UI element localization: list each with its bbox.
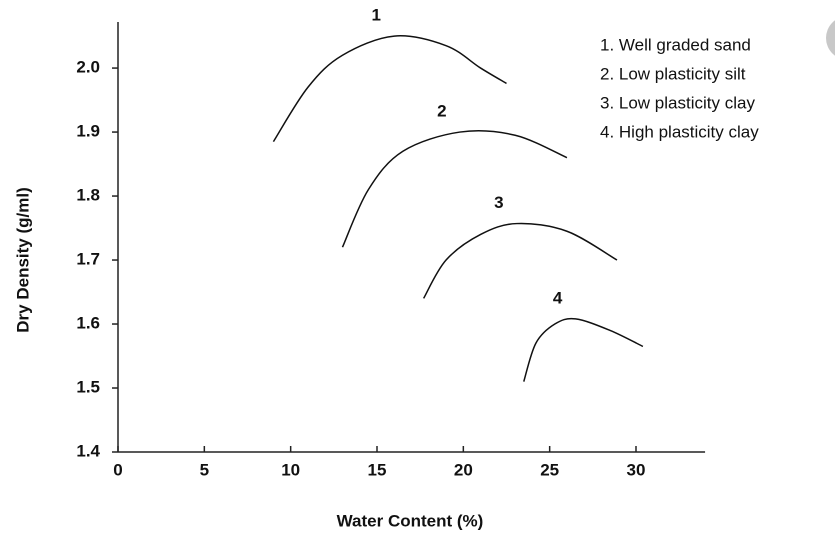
x-tick-label: 30: [627, 460, 646, 479]
curve: [523, 317, 644, 382]
curve: [272, 35, 507, 143]
legend-entry: 4. High plasticity clay: [600, 122, 759, 141]
y-tick-label: 1.9: [76, 122, 100, 141]
legend-entry: 3. Low plasticity clay: [600, 93, 755, 112]
y-tick-label: 1.4: [76, 441, 100, 460]
y-tick-label: 1.5: [76, 377, 100, 396]
curve: [341, 130, 568, 248]
curve-label: 1: [372, 6, 381, 25]
curve: [422, 222, 618, 299]
x-tick-label: 0: [113, 460, 122, 479]
y-axis-title: Dry Density (g/ml): [13, 187, 32, 332]
x-tick-label: 15: [368, 460, 387, 479]
curve-label: 4: [553, 288, 563, 307]
y-tick-label: 2.0: [76, 58, 100, 77]
x-tick-label: 20: [454, 460, 473, 479]
curve-label: 3: [494, 193, 503, 212]
legend-entry: 2. Low plasticity silt: [600, 64, 746, 83]
x-tick-label: 5: [200, 460, 209, 479]
x-tick-label: 25: [540, 460, 559, 479]
x-tick-label: 10: [281, 460, 300, 479]
legend-entry: 1. Well graded sand: [600, 35, 751, 54]
y-tick-label: 1.8: [76, 186, 100, 205]
curve-label: 2: [437, 102, 446, 121]
corner-badge: [826, 20, 835, 56]
y-tick-label: 1.7: [76, 250, 100, 269]
x-axis-title: Water Content (%): [337, 511, 484, 530]
y-tick-label: 1.6: [76, 314, 100, 333]
